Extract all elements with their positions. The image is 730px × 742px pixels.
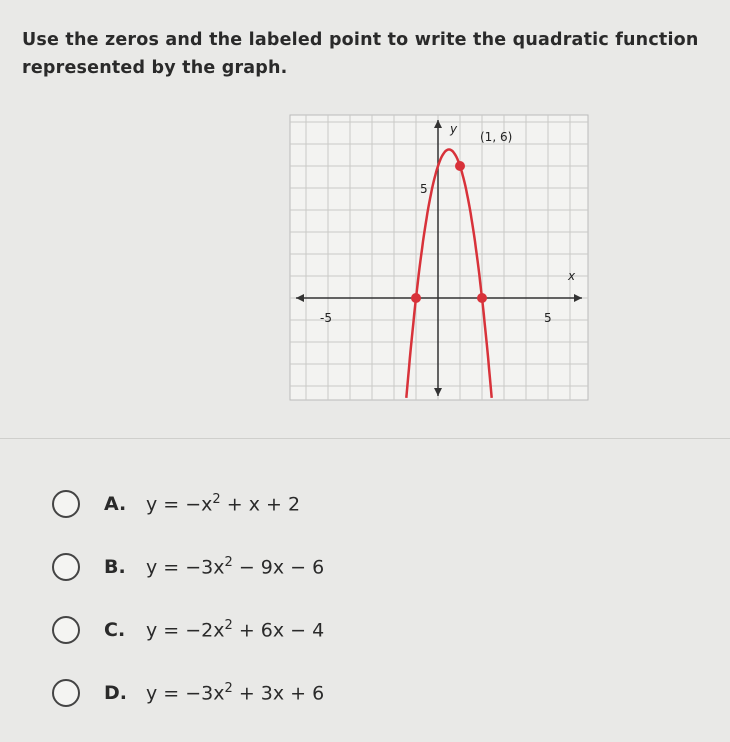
y-axis-label: y <box>449 122 458 136</box>
option-letter: B. <box>104 556 126 578</box>
option-letter: D. <box>104 682 127 704</box>
parabola <box>405 148 493 399</box>
exponent: 2 <box>224 681 233 697</box>
equation: y = −3x2 − 9x − 6 <box>146 555 324 578</box>
y-arrow <box>434 120 442 128</box>
equation-part: + 3x + 6 <box>232 682 325 705</box>
equation: y = −x2 + x + 2 <box>146 492 300 515</box>
point-label: (1, 6) <box>480 130 512 144</box>
zero-point <box>411 293 421 303</box>
graph: y x (1, 6) 5 -5 5 <box>289 114 589 401</box>
x-tick-label: -5 <box>320 311 332 325</box>
radio-button[interactable] <box>52 490 80 518</box>
question-text: Use the zeros and the labeled point to w… <box>22 30 699 78</box>
graph-background <box>289 114 589 401</box>
option-letter: C. <box>104 619 126 641</box>
x-axis-label: x <box>567 269 576 283</box>
equation-part: y = −2x <box>146 619 225 642</box>
equation-part: + 6x − 4 <box>232 619 325 642</box>
equation-part: − 9x − 6 <box>232 556 325 579</box>
equation-part: y = −3x <box>146 556 225 579</box>
y-tick-label: 5 <box>420 182 428 196</box>
equation-part: y = −3x <box>146 682 225 705</box>
option[interactable]: B. y = −3x2 − 9x − 6 <box>52 551 324 583</box>
exponent: 2 <box>224 555 233 571</box>
exponent: 2 <box>212 492 221 508</box>
option[interactable]: D. y = −3x2 + 3x + 6 <box>52 677 324 709</box>
zero-point <box>477 293 487 303</box>
equation-part: y = −x <box>146 493 213 516</box>
x-tick-label: 5 <box>544 311 552 325</box>
option[interactable]: A. y = −x2 + x + 2 <box>52 488 300 520</box>
option-letter: A. <box>104 493 127 515</box>
exponent: 2 <box>224 618 233 634</box>
radio-button[interactable] <box>52 553 80 581</box>
equation: y = −3x2 + 3x + 6 <box>146 681 324 704</box>
separator <box>0 438 730 439</box>
x-arrow <box>574 294 582 302</box>
equation: y = −2x2 + 6x − 4 <box>146 618 324 641</box>
radio-button[interactable] <box>52 679 80 707</box>
labeled-point <box>455 161 465 171</box>
radio-button[interactable] <box>52 616 80 644</box>
y-arrow <box>434 388 442 396</box>
x-arrow <box>296 294 304 302</box>
option[interactable]: C. y = −2x2 + 6x − 4 <box>52 614 324 646</box>
equation-part: + x + 2 <box>220 493 301 516</box>
